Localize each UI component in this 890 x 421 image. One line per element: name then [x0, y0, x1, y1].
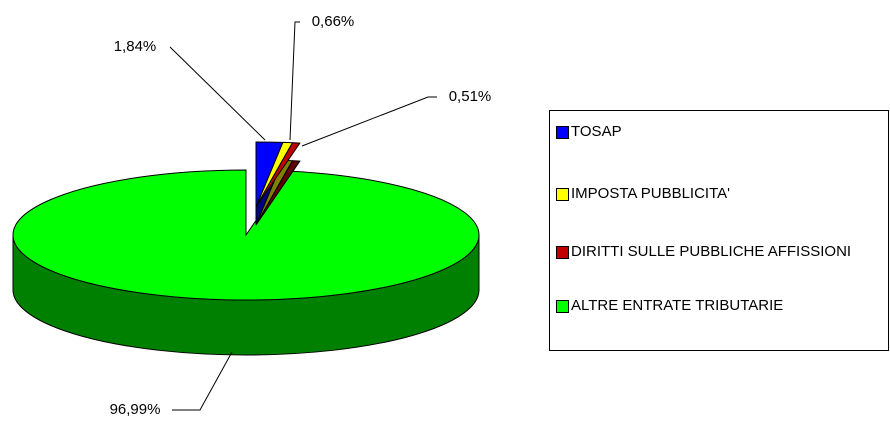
data-label: 0,66% — [312, 13, 355, 30]
slice-side — [255, 160, 301, 226]
data-label: 1,84% — [114, 38, 157, 55]
legend-item: IMPOSTA PUBBLICITA' — [556, 185, 886, 202]
leader-line — [169, 46, 266, 141]
data-label: 96,99% — [110, 401, 161, 418]
leader-line — [172, 351, 233, 411]
data-label: 0,51% — [449, 88, 492, 105]
legend-swatch — [556, 126, 569, 139]
legend-label: IMPOSTA PUBBLICITA' — [571, 185, 731, 202]
leader-line — [301, 96, 437, 147]
legend-item: DIRITTI SULLE PUBBLICHE AFFISSIONI — [556, 243, 886, 260]
legend-swatch — [556, 246, 569, 259]
legend-item: TOSAP — [556, 123, 886, 140]
slice — [12, 169, 480, 301]
slice — [255, 142, 301, 208]
legend-label: DIRITTI SULLE PUBBLICHE AFFISSIONI — [571, 243, 852, 260]
legend: TOSAP IMPOSTA PUBBLICITA' DIRITTI SULLE PU… — [549, 110, 889, 351]
leader-line — [289, 21, 300, 141]
legend-swatch — [556, 300, 569, 313]
legend-label: TOSAP — [571, 123, 622, 140]
legend-label: ALTRE ENTRATE TRIBUTARIE — [571, 297, 784, 314]
legend-item: ALTRE ENTRATE TRIBUTARIE — [556, 297, 886, 314]
legend-swatch — [556, 188, 569, 201]
